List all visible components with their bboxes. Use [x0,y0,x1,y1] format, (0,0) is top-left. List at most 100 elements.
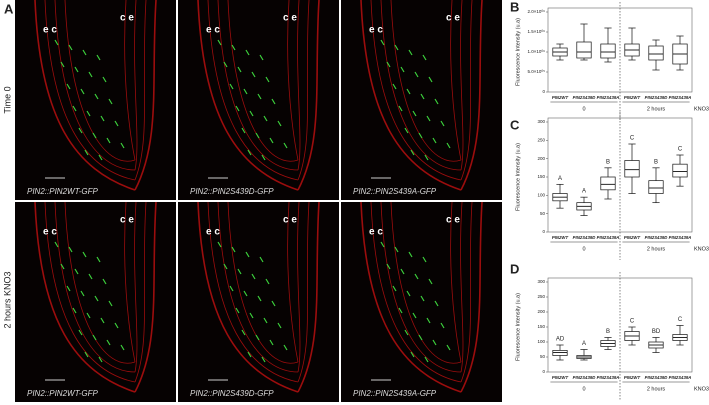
gfp-signal [223,263,228,270]
gfp-signal [231,246,236,253]
cell-mark: c e [120,13,134,24]
gfp-signal [283,344,288,351]
gfp-signal [418,132,423,139]
x-tick-label: PIN2S439D [573,235,596,240]
y-tick-label: 0 [542,229,545,234]
y-tick-label: 100 [537,339,545,344]
gfp-signal [269,339,274,346]
group-label: 2 hours [647,386,666,392]
cell-mark: c e [120,215,134,226]
y-tick-label: 5.0×10⁰⁵ [527,69,545,74]
row-label: 2 hours KNO3 [2,271,12,328]
x-tick-label: PIN2S439A [597,235,620,240]
significance-letter: A [558,176,562,182]
gfp-signal [100,115,105,122]
gfp-signal [223,61,228,68]
y-tick-label: 100 [537,193,545,198]
image-caption: PIN2::PIN2S439D-GFP [190,187,274,196]
x-tick-label: PIN2WT [624,95,641,100]
gfp-signal [249,110,254,117]
image-caption: PIN2::PIN2WT-GFP [27,389,98,398]
group-label: 0 [582,386,585,392]
significance-letter: C [678,147,683,153]
gfp-signal [400,66,405,73]
gfp-signal [428,76,433,83]
gfp-signal [259,256,264,263]
gfp-signal [420,93,425,100]
gfp-signal [261,154,266,161]
gfp-signal [380,241,385,248]
y-tick-label: 1.0×10⁰⁶ [527,49,545,54]
root-outline [44,0,147,181]
root-outline [370,201,473,383]
gfp-signal [60,263,65,270]
root-outline [207,201,310,383]
gfp-signal [251,71,256,78]
gfp-signal [72,105,77,112]
panel-label: A [4,1,14,16]
cell-mark: c e [446,215,460,226]
y-tick-label: 300 [537,119,545,124]
gfp-signal [428,278,433,285]
y-tick-label: 50 [540,354,546,359]
gfp-signal [84,149,89,156]
root-outline [390,0,462,162]
gfp-signal [255,334,260,341]
gfp-signal [235,307,240,314]
cell-mark: e c [369,227,383,238]
gfp-signal [74,66,79,73]
significance-letter: C [630,319,635,325]
gfp-signal [54,39,59,46]
cell-mark: c e [283,215,297,226]
gfp-signal [94,93,99,100]
panel-label: D [510,261,519,276]
gfp-signal [432,137,437,144]
gfp-signal [392,285,397,292]
gfp-signal [86,110,91,117]
gfp-signal [92,132,97,139]
image-caption: PIN2::PIN2S439A-GFP [353,389,437,398]
cell-mark: e c [43,227,57,238]
group-label: 2 hours [647,106,666,112]
gfp-signal [412,110,417,117]
gfp-signal [98,154,103,161]
gfp-signal [68,246,73,253]
significance-letter: B [654,159,658,165]
box [648,180,664,194]
image-caption: PIN2::PIN2WT-GFP [27,187,98,196]
gfp-signal [80,290,85,297]
gfp-signal [263,317,268,324]
root-outline [64,0,136,162]
gfp-signal [418,334,423,341]
gfp-signal [78,127,83,134]
gfp-signal [410,149,415,156]
root-outline [390,201,462,364]
y-tick-label: 250 [537,294,545,299]
gfp-signal [94,295,99,302]
y-tick-label: 0 [542,369,545,374]
micrograph [178,202,339,402]
gfp-signal [82,49,87,56]
x-tick-label: PIN2S439A [669,235,692,240]
gfp-signal [251,273,256,280]
gfp-signal [96,256,101,263]
group-label: 0 [582,106,585,112]
root-outline [370,0,473,181]
gfp-signal [277,120,282,127]
micrograph [15,202,176,402]
gfp-signal [72,307,77,314]
gfp-signal [78,329,83,336]
gfp-signal [257,93,262,100]
root-outline [197,201,320,393]
gfp-signal [422,256,427,263]
gfp-signal [96,54,101,61]
gfp-signal [243,88,248,95]
x-tick-label: PIN2S439D [645,95,668,100]
x-tick-label: PIN2S439A [669,375,692,380]
root-outline [217,0,301,171]
gfp-signal [108,300,113,307]
gfp-signal [237,268,242,275]
y-axis-label: Fluorescence Intensity (u.a) [515,18,521,86]
gfp-signal [114,120,119,127]
